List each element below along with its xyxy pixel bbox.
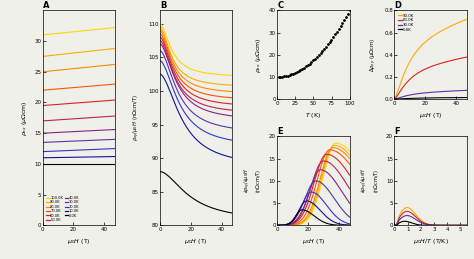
Text: F: F — [394, 127, 400, 136]
Y-axis label: $\partial\rho_{xy}/\partial\mu_0H$
(n$\Omega$cm/T): $\partial\rho_{xy}/\partial\mu_0H$ (n$\O… — [360, 168, 381, 193]
Y-axis label: $\partial\rho_{xy}/\partial\mu_0H$
(n$\Omega$cm/T): $\partial\rho_{xy}/\partial\mu_0H$ (n$\O… — [243, 168, 263, 193]
Text: C: C — [277, 1, 283, 10]
X-axis label: $\mu_0H$ (T): $\mu_0H$ (T) — [419, 111, 443, 120]
Legend: 100.0K, 90.0K, 80.0K, 70.0K, 60.0K, 50.0K, 40.0K, 30.0K, 20.0K, 10.0K, 0.0K: 100.0K, 90.0K, 80.0K, 70.0K, 60.0K, 50.0… — [45, 195, 81, 224]
Text: A: A — [43, 1, 49, 10]
X-axis label: $\mu_0H$ (T): $\mu_0H$ (T) — [67, 237, 91, 246]
Text: B: B — [160, 1, 166, 10]
Text: E: E — [277, 127, 283, 136]
Legend: 90.0K, 60.0K, 30.0K, 0.0K: 90.0K, 60.0K, 30.0K, 0.0K — [396, 12, 416, 33]
X-axis label: $\mu_0H/T$ (T/K): $\mu_0H/T$ (T/K) — [413, 237, 449, 246]
X-axis label: $\mu_0H$ (T): $\mu_0H$ (T) — [301, 237, 325, 246]
X-axis label: $T$ (K): $T$ (K) — [305, 111, 321, 120]
Y-axis label: $\rho_{xx}$ ($\mu\Omega$cm): $\rho_{xx}$ ($\mu\Omega$cm) — [20, 100, 29, 136]
Text: D: D — [394, 1, 401, 10]
Y-axis label: $\Delta\rho_{xy}$ ($\mu\Omega$cm): $\Delta\rho_{xy}$ ($\mu\Omega$cm) — [369, 38, 379, 72]
Y-axis label: $\rho_{xy}/\mu_0H$ (n$\Omega$cm/T): $\rho_{xy}/\mu_0H$ (n$\Omega$cm/T) — [132, 94, 143, 141]
Y-axis label: $\rho_{xx}$ ($\mu\Omega$cm): $\rho_{xx}$ ($\mu\Omega$cm) — [254, 37, 263, 73]
X-axis label: $\mu_0H$ (T): $\mu_0H$ (T) — [184, 237, 208, 246]
